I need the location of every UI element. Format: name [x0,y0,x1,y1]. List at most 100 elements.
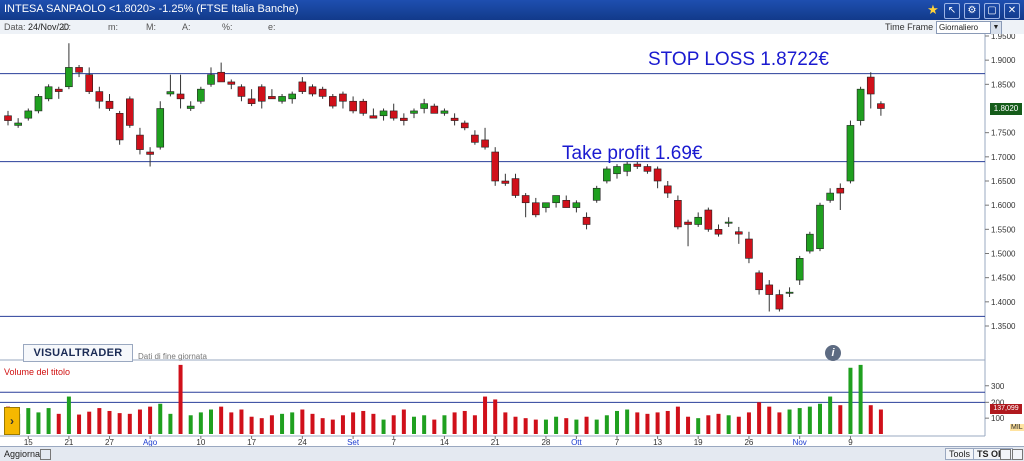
price-tick-label: 1.6500 [991,177,1016,186]
volume-bar [290,412,295,434]
volume-bar [736,416,741,434]
volume-bar [625,409,630,434]
time-tick-label: Nov [793,438,807,446]
minimize-icon[interactable]: ▢ [984,3,1000,19]
candle-body [491,151,500,182]
time-tick-label: 9 [848,438,853,446]
volume-bar [77,414,82,434]
time-frame-label: Time Frame [885,22,934,32]
candle-body [633,163,642,167]
volume-bar [209,409,213,434]
volume-bar [828,396,833,434]
candle-body [471,134,479,143]
volume-bar [259,418,264,434]
candle-body [339,93,347,102]
volume-bar [858,364,863,434]
volume-bar [584,416,589,434]
volume-bar [56,413,61,434]
volume-tick-label: 100 [991,414,1005,423]
window-controls: ★ ↖ ⚙ ▢ ✕ [926,3,1020,19]
close-icon[interactable]: ✕ [1004,3,1020,19]
volume-bar [158,403,163,434]
volume-bar [635,412,640,434]
candle-body [24,110,33,119]
time-tick-label: 26 [744,438,753,446]
candle-body [866,76,875,95]
expand-panel-arrow-icon[interactable]: › [4,407,20,435]
favorite-star-icon[interactable]: ★ [927,2,939,17]
price-chart[interactable]: 1.9500 1.9000 1.8500 1.7500 1.7000 1.6500 1.60… [0,34,1024,446]
time-tick-label: Ago [143,438,158,446]
candle-body [197,88,205,102]
volume-bar [401,409,406,434]
minimize-panel-icon[interactable] [1000,449,1011,460]
candle-body [562,200,571,208]
pin-icon[interactable]: ↖ [944,3,960,19]
volume-bar [868,405,873,434]
checkbox-icon[interactable] [40,449,51,460]
volume-bar [574,419,579,434]
candle-body [278,96,286,102]
volume-bar [66,396,71,434]
candle-body [318,88,327,97]
volume-bar [615,410,619,434]
candle-body [359,100,368,114]
candle-body [511,178,520,196]
volume-bar [706,415,711,434]
bottom-toolbar: Aggiorna Tools TS OFF [0,446,1024,461]
candle-body [714,229,723,235]
candle-body [166,91,175,95]
tools-button[interactable]: Tools [945,448,975,460]
candle-body [75,67,83,73]
price-tick-label: 1.5500 [991,225,1016,234]
volume-bar [655,412,660,434]
volume-bar [219,406,224,434]
candle-body [694,216,703,225]
volume-bar [422,415,427,434]
time-tick-label: 7 [615,438,620,446]
settings-gear-icon[interactable]: ⚙ [964,3,980,19]
candle-body [227,81,236,85]
chevron-down-icon[interactable]: ▼ [990,21,1002,35]
volume-bar [310,413,315,434]
candle-body [826,192,834,201]
candle-body [501,180,510,184]
volume-bar [777,412,782,434]
info-field-close: C: [62,22,71,32]
candle-body [755,272,763,291]
volume-bar [645,413,650,434]
candle-body [34,96,43,112]
close-panel-icon[interactable] [1012,449,1023,460]
candle-body [572,202,581,208]
volume-bar [594,419,599,434]
candle-body [308,86,317,95]
volume-bar [462,410,467,434]
price-tick-label: 1.3500 [991,322,1016,331]
date-value: 24/Nov/20 [28,22,70,32]
candle-body [420,103,428,109]
candle-body [592,187,601,201]
volume-bar [472,415,477,434]
price-tick-label: 1.7500 [991,129,1016,138]
candle-body [653,168,662,182]
candle-body [328,96,337,107]
candle-body [724,221,733,224]
time-tick-label: 21 [491,438,500,446]
aggiorna-button[interactable]: Aggiorna [4,449,41,459]
time-frame-select[interactable]: Giornaliero [936,21,992,34]
candle-body [856,88,865,121]
volume-bar [239,409,244,434]
volume-bar [168,413,173,434]
candle-body [126,98,134,126]
candle-body [217,71,225,83]
candle-body [450,117,459,121]
volume-bar [381,419,386,434]
candle-body [877,103,885,109]
price-tick-label: 1.5000 [991,250,1016,259]
info-icon[interactable]: i [825,345,841,361]
candle-body [684,221,692,225]
volume-bar [148,406,153,434]
info-bar: Data: 24/Nov/20 C: m: M: A: %: e: Time F… [0,20,1024,35]
candle-body [775,294,784,310]
candle-body [481,139,489,148]
